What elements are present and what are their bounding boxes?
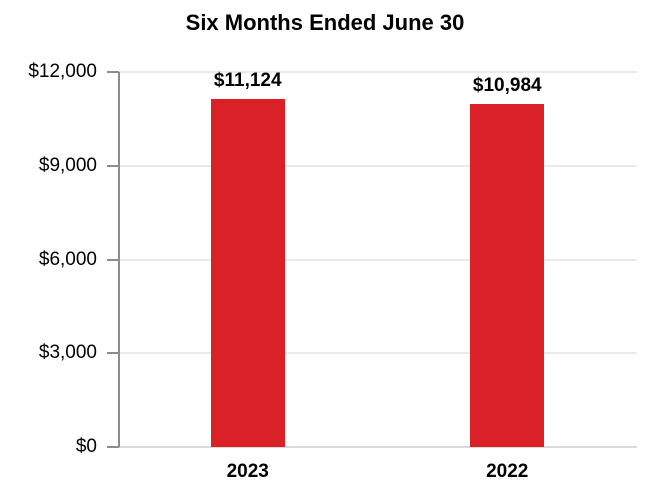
y-axis-label: $9,000	[38, 154, 97, 176]
y-axis-tick	[107, 71, 119, 73]
y-axis-line	[118, 72, 120, 447]
bar-value-label: $10,984	[472, 74, 542, 96]
x-axis-label: 2023	[226, 461, 269, 482]
chart-title: Six Months Ended June 30	[185, 10, 465, 35]
bar-value-label: $11,124	[213, 70, 282, 92]
y-axis-label: $6,000	[38, 248, 97, 270]
y-axis-label: $3,000	[38, 342, 97, 364]
bar-2023	[210, 99, 285, 447]
x-axis-line	[118, 446, 637, 448]
y-axis-tick	[107, 446, 119, 448]
gridline	[118, 352, 637, 355]
x-axis-label: 2022	[486, 461, 529, 482]
plot-area: $11,124 $10,984	[107, 70, 637, 448]
gridline	[118, 71, 637, 73]
y-axis-tick	[107, 164, 119, 167]
bar-2022	[470, 103, 545, 447]
y-axis-tick	[107, 352, 119, 355]
y-axis-label: $12,000	[28, 61, 97, 82]
gridline	[118, 164, 637, 167]
y-axis-tick	[107, 258, 119, 261]
gridline	[118, 258, 637, 261]
y-axis-label: $0	[75, 436, 97, 457]
